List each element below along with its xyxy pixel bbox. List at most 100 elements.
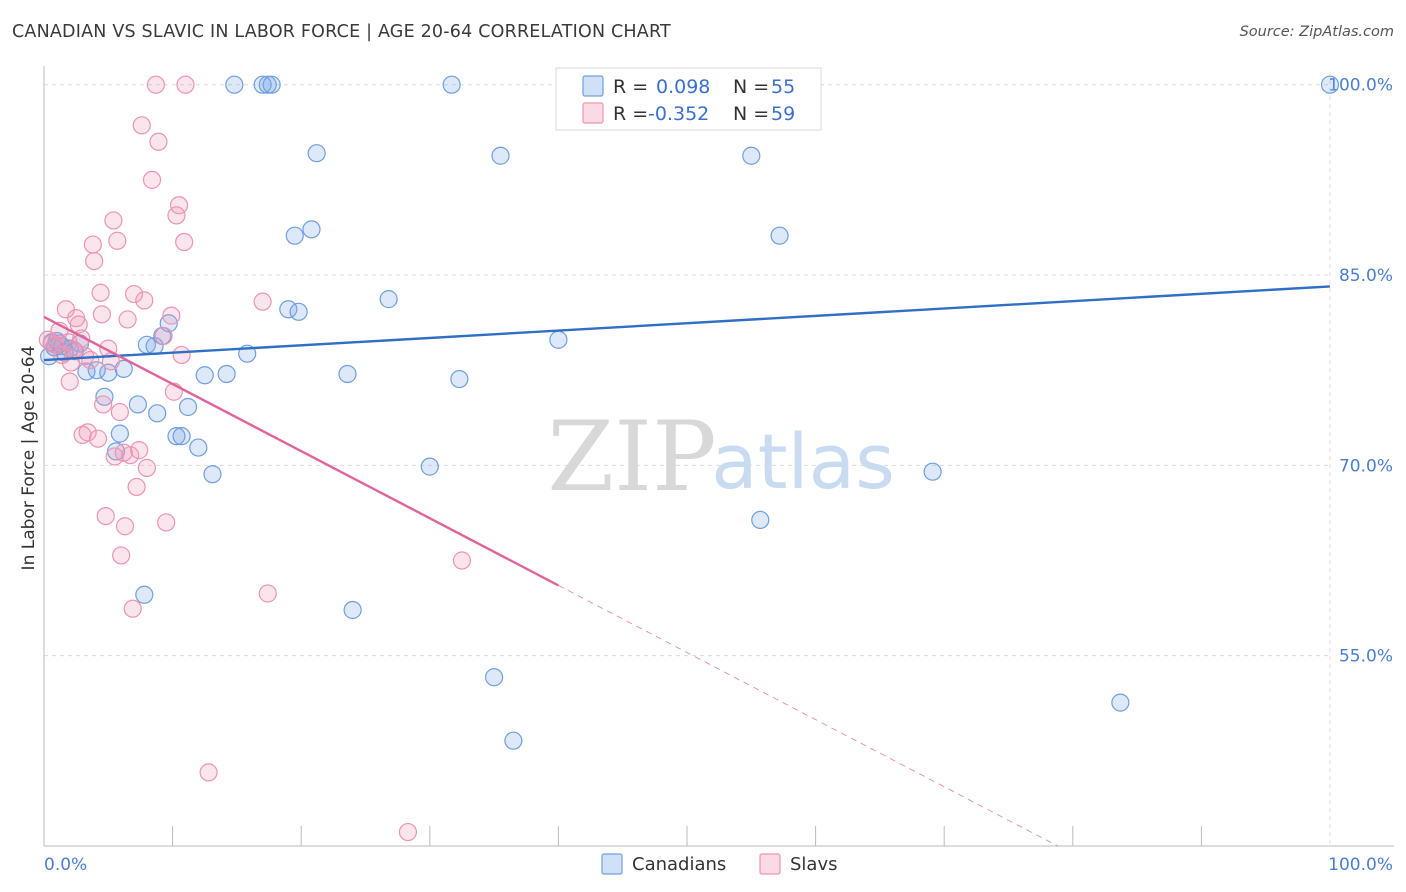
point-slavs-34 [123,599,142,618]
axes: 55.0% 70.0% 85.0% 100.0% 0.0% 100.0% [43,66,1394,875]
point-slavs-51 [176,75,195,94]
point-canadians-21 [148,404,167,423]
point-slavs-57 [172,345,191,365]
point-canadians-56 [1320,75,1340,94]
series-legend: Canadians Slavs [601,853,838,875]
watermark-atlas: atlas [711,417,895,506]
point-canadians-31 [225,75,244,94]
legend-r-label-canadians: R = [613,76,648,98]
point-canadians-52 [751,510,770,530]
legend-n-value-slavs: 59 [771,103,795,125]
point-slavs-10 [69,315,88,334]
point-slavs-35 [124,284,144,304]
point-slavs-36 [127,477,146,497]
point-slavs-27 [108,231,127,250]
point-canadians-49 [504,731,523,750]
point-slavs-33 [121,446,140,465]
chart-title: CANADIAN VS SLAVIC IN LABOR FORCE | AGE … [12,22,671,42]
trend-line-slavs [43,315,559,587]
point-slavs-15 [81,350,100,370]
point-canadians-55 [1111,693,1130,712]
trend-extension-slavs [558,584,1058,847]
legend-swatch-slavs [582,102,604,124]
point-canadians-34 [258,75,277,94]
point-canadians-45 [442,75,461,94]
point-slavs-14 [78,423,97,442]
data-points [38,75,1340,842]
point-slavs-58 [60,372,79,391]
bottom-legend-label-slavs: Slavs [790,854,838,875]
y-axis-label: In Labor Force | Age 20-64 [19,346,39,571]
point-slavs-54 [258,584,277,603]
point-slavs-12 [73,425,92,444]
bottom-legend-swatch-canadians [601,853,623,875]
source-credit: Source: ZipAtlas.com [1239,24,1394,40]
point-canadians-30 [217,364,236,384]
trend-lines [43,285,1331,847]
point-slavs-38 [132,116,151,135]
watermark: ZIP atlas [547,401,894,513]
legend-box [555,67,822,131]
point-canadians-46 [450,369,469,389]
point-canadians-43 [379,290,398,309]
point-canadians-27 [189,438,208,457]
point-slavs-26 [105,447,124,466]
point-slavs-28 [110,402,129,422]
point-slavs-37 [130,441,149,460]
point-canadians-42 [343,600,362,620]
x-tick-label-100: 100.0% [1328,855,1393,875]
point-canadians-47 [485,668,504,687]
point-canadians-18 [135,585,154,604]
legend-swatch-canadians [582,75,604,97]
point-slavs-22 [96,506,115,526]
point-canadians-29 [203,465,222,484]
trend-line-canadians [43,285,1331,362]
y-tick-label-55: 55.0% [1339,647,1393,667]
point-canadians-37 [285,226,304,245]
correlation-legend: R = 0.098 N = 55 R = -0.352 N = 59 [555,67,822,131]
point-canadians-39 [302,220,321,239]
point-canadians-40 [307,144,326,163]
point-slavs-56 [452,551,472,570]
point-slavs-17 [85,251,104,271]
point-canadians-17 [128,395,147,414]
point-slavs-40 [137,458,156,477]
point-slavs-21 [94,395,113,414]
point-slavs-44 [154,326,173,346]
point-canadians-28 [195,366,214,385]
watermark-zip: ZIP [547,401,716,513]
legend-n-label-slavs: N = [733,103,769,125]
point-canadians-48 [491,146,510,165]
point-canadians-44 [420,457,439,476]
point-canadians-53 [770,226,789,245]
point-slavs-16 [83,235,102,254]
point-slavs-29 [112,546,131,565]
point-canadians-15 [110,424,129,443]
y-tick-label-70: 70.0% [1339,456,1393,476]
point-slavs-42 [146,75,165,94]
point-canadians-35 [262,75,281,94]
point-canadians-25 [172,427,191,446]
point-slavs-19 [91,283,110,302]
point-canadians-13 [99,363,118,382]
point-slavs-32 [118,310,137,329]
legend-n-value-canadians: 55 [771,76,795,98]
point-slavs-43 [149,132,168,151]
point-slavs-31 [115,517,135,536]
point-canadians-26 [178,397,198,417]
point-slavs-55 [398,822,418,842]
point-canadians-51 [742,146,761,165]
y-tick-label-85: 85.0% [1339,266,1393,286]
x-tick-label-0: 0.0% [44,855,87,875]
bottom-legend-label-canadians: Canadians [632,854,726,875]
point-slavs-41 [142,170,162,189]
point-canadians-12 [95,387,114,406]
point-canadians-41 [338,364,357,384]
legend-r-value-slavs: -0.352 [648,103,709,125]
legend-n-label-canadians: N = [733,76,769,98]
point-canadians-11 [87,361,106,380]
y-tick-label-100: 100.0% [1328,76,1393,96]
point-slavs-50 [175,232,194,252]
